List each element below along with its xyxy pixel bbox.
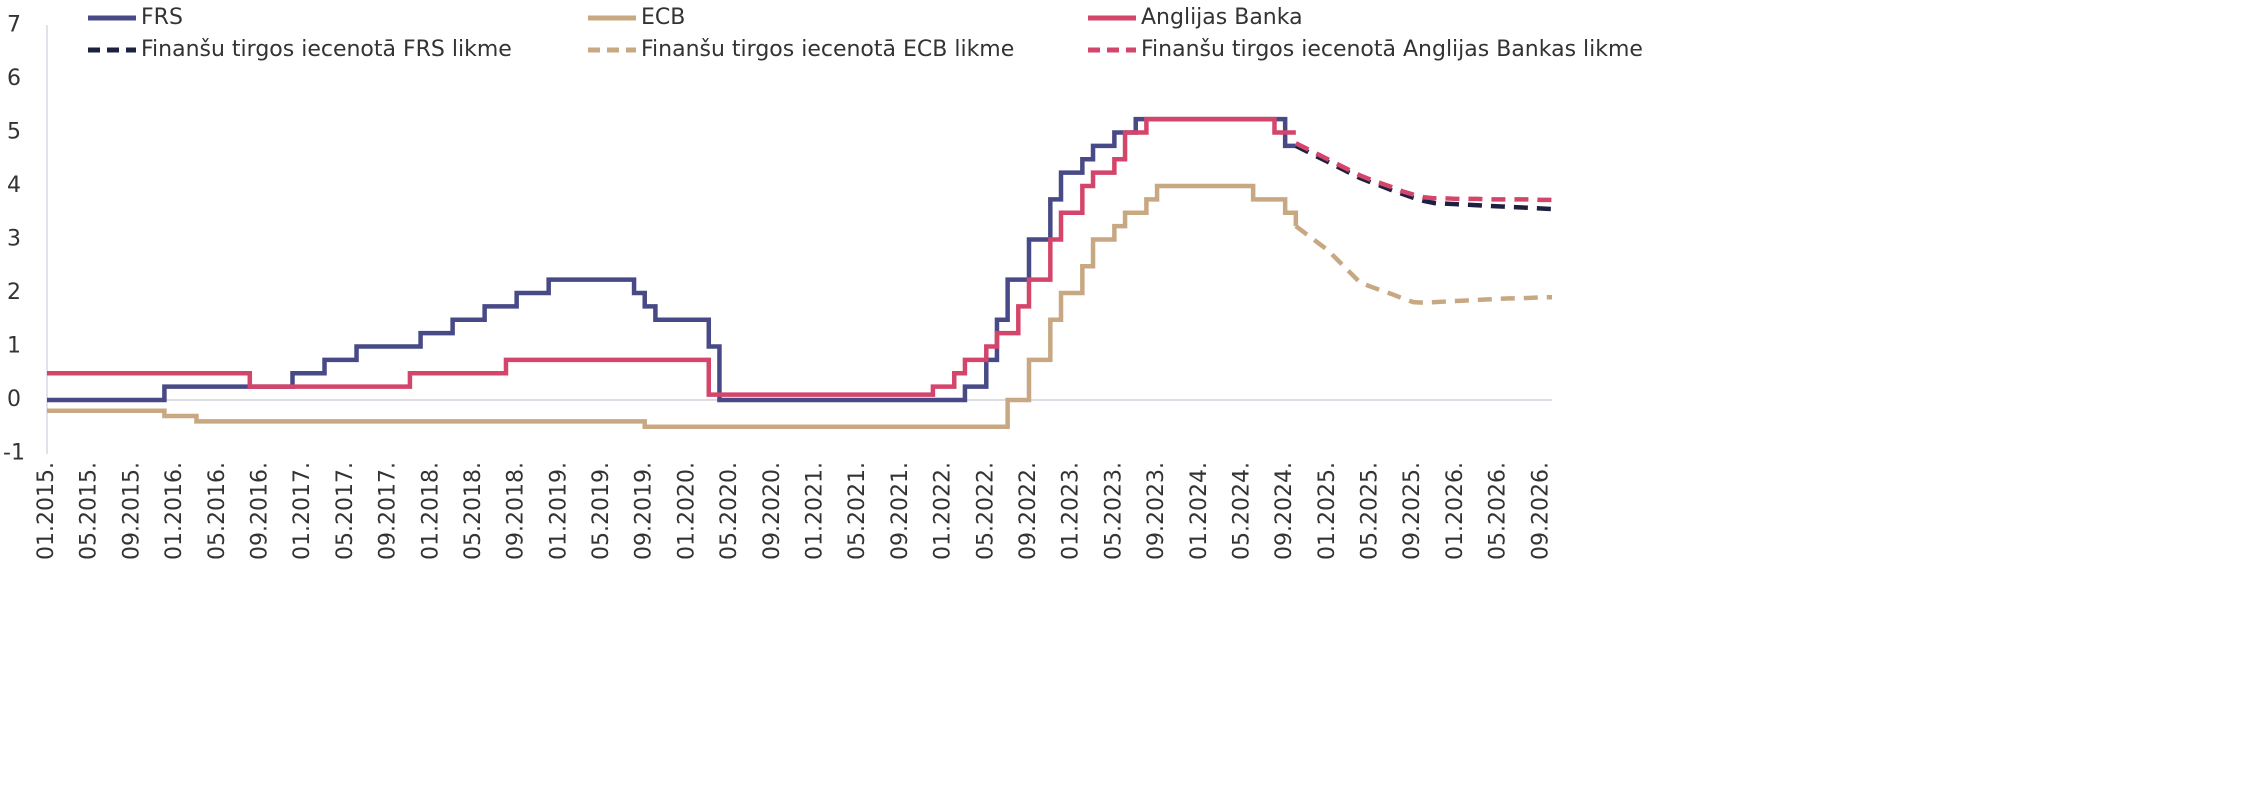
- y-tick-label: 6: [7, 66, 21, 91]
- y-tick-label: 1: [7, 334, 21, 359]
- x-tick-label: 01.2018.: [418, 462, 443, 560]
- x-tick-label: 09.2016.: [247, 462, 272, 560]
- x-tick-label: 09.2021.: [888, 462, 913, 560]
- x-tick-label: 09.2019.: [632, 462, 657, 560]
- x-tick-label: 09.2025.: [1400, 462, 1425, 560]
- legend-label: FRS: [141, 5, 183, 30]
- x-tick-label: 01.2025.: [1315, 462, 1340, 560]
- x-tick-label: 05.2026.: [1486, 462, 1511, 560]
- x-tick-label: 01.2019.: [546, 462, 571, 560]
- x-tick-label: 09.2026.: [1528, 462, 1553, 560]
- x-tick-label: 05.2025.: [1358, 462, 1383, 560]
- y-tick-label: 5: [7, 120, 21, 145]
- series-line: [47, 183, 1299, 429]
- x-tick-label: 05.2018.: [461, 462, 486, 560]
- x-tick-label: 09.2017.: [376, 462, 401, 560]
- x-tick-label: 01.2026.: [1443, 462, 1468, 560]
- legend-label: ECB: [641, 5, 685, 30]
- y-tick-label: 7: [7, 13, 21, 38]
- x-tick-label: 05.2023.: [1101, 462, 1126, 560]
- x-tick-label: 01.2017.: [290, 462, 315, 560]
- x-tick-label: 01.2015.: [34, 462, 59, 560]
- x-tick-label: 09.2015.: [119, 462, 144, 560]
- y-tick-label: 0: [7, 387, 21, 412]
- x-tick-label: 09.2024.: [1272, 462, 1297, 560]
- y-tick-label: 2: [7, 280, 21, 305]
- x-tick-label: 01.2016.: [162, 462, 187, 560]
- series-line: [1294, 141, 1552, 203]
- series-line: [1294, 143, 1553, 212]
- legend-label: Finanšu tirgos iecenotā ECB likme: [641, 37, 1014, 62]
- x-tick-label: 01.2021.: [803, 462, 828, 560]
- x-tick-label: 01.2024.: [1187, 462, 1212, 560]
- x-tick-label: 01.2023.: [1059, 462, 1084, 560]
- series-line: [47, 116, 1296, 397]
- x-tick-label: 05.2015.: [77, 462, 102, 560]
- x-tick-label: 05.2017.: [333, 462, 358, 560]
- x-tick-label: 09.2022.: [1016, 462, 1041, 560]
- x-tick-label: 05.2021.: [845, 462, 870, 560]
- x-tick-label: 09.2018.: [504, 462, 529, 560]
- x-tick-label: 09.2023.: [1144, 462, 1169, 560]
- x-tick-label: 05.2024.: [1229, 462, 1254, 560]
- y-tick-label: 3: [7, 227, 21, 252]
- x-tick-label: 05.2020.: [717, 462, 742, 560]
- y-tick-label: -1: [3, 441, 25, 466]
- x-tick-label: 05.2022.: [973, 462, 998, 560]
- x-tick-label: 01.2020.: [674, 462, 699, 560]
- x-tick-label: 05.2016.: [205, 462, 230, 560]
- x-tick-label: 05.2019.: [589, 462, 614, 560]
- legend-label: Anglijas Banka: [1141, 5, 1303, 30]
- series-line: [1294, 224, 1552, 305]
- y-tick-label: 4: [7, 173, 21, 198]
- legend-label: Finanšu tirgos iecenotā Anglijas Bankas …: [1141, 37, 1643, 62]
- legend-label: Finanšu tirgos iecenotā FRS likme: [141, 37, 512, 62]
- x-tick-label: 01.2022.: [931, 462, 956, 560]
- x-tick-label: 09.2020.: [760, 462, 785, 560]
